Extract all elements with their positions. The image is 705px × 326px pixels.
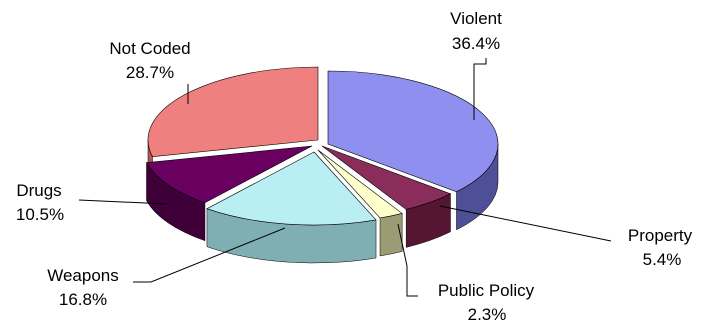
pie-tops <box>146 66 499 226</box>
slice-drugs <box>146 145 313 204</box>
slice-percent-not-coded: 28.7% <box>126 63 174 82</box>
slice-label-weapons: Weapons <box>47 266 119 285</box>
slice-label-property: Property <box>628 226 693 245</box>
leader-lines <box>78 58 612 297</box>
slice-not-coded <box>147 66 319 158</box>
slice-violent <box>327 70 499 193</box>
slice-percent-weapons: 16.8% <box>59 290 107 309</box>
pie-sides <box>146 139 499 264</box>
slice-public-policy <box>317 149 403 219</box>
slice-percent-drugs: 10.5% <box>16 205 64 224</box>
leader-line-drugs <box>78 199 168 205</box>
slice-property <box>321 145 452 210</box>
slice-label-violent: Violent <box>450 9 502 28</box>
slice-label-public-policy: Public Policy <box>438 281 535 300</box>
slice-weapons <box>206 151 377 226</box>
leader-line-weapons <box>133 227 286 283</box>
leader-line-violent <box>473 58 487 120</box>
slice-label-drugs: Drugs <box>16 181 61 200</box>
slice-side-public-policy <box>379 213 403 257</box>
slice-percent-public-policy: 2.3% <box>468 305 507 324</box>
leader-line-property <box>439 205 612 242</box>
slice-percent-property: 5.4% <box>643 250 682 269</box>
slice-label-not-coded: Not Coded <box>109 39 190 58</box>
slice-percent-violent: 36.4% <box>452 34 500 53</box>
leader-line-public-policy <box>397 223 418 297</box>
